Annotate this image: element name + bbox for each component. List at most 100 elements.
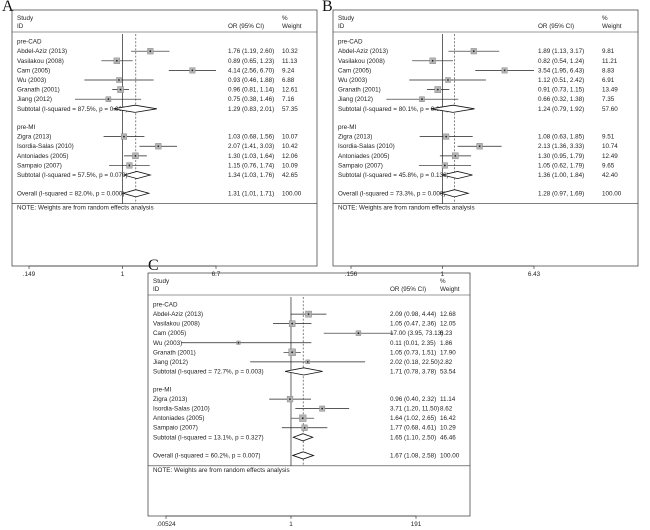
panel-b-tick-label-1: 1 bbox=[441, 271, 445, 278]
panel-a-overall-diamond bbox=[121, 189, 151, 198]
panel-a-study-0-3-ci-text: 0.93 (0.46, 1.88) bbox=[228, 77, 274, 84]
panel-a-study-0-2-point bbox=[191, 69, 194, 72]
panel-b-tick-label-0: .156 bbox=[345, 271, 358, 278]
panel-b-header-weight: Weight bbox=[602, 23, 622, 30]
panel-c-study-0-0-label: Abdel-Aziz (2013) bbox=[153, 311, 203, 318]
panel-a-study-1-0-point bbox=[123, 135, 125, 138]
panel-c-study-1-2-label: Antoniades (2005) bbox=[153, 415, 204, 422]
panel-c-study-0-5-ci-text: 2.02 (0.18, 22.50) bbox=[390, 359, 440, 366]
panel-b-subtotal-1-diamond bbox=[442, 171, 473, 180]
panel-c-subtotal-0-ci-text: 1.71 (0.78, 3.78) bbox=[390, 368, 436, 375]
panel-a-header-pct: % bbox=[282, 15, 288, 22]
panel-a-study-0-4-point bbox=[119, 88, 122, 91]
panel-c-study-0-1-ci-text: 1.05 (0.47, 2.36) bbox=[390, 321, 436, 328]
panel-a-study-1-2-point bbox=[134, 154, 137, 157]
panel-c-study-1-1-ci-text: 3.71 (1.20, 11.50) bbox=[390, 406, 439, 413]
panel-c-study-1-3-label: Sampaio (2007) bbox=[153, 425, 198, 432]
panel-b-study-0-0-point bbox=[472, 50, 475, 53]
panel-a-study-0-1-weight: 11.13 bbox=[282, 58, 298, 65]
panel-b-header-study: Study bbox=[338, 15, 355, 22]
panel-b-study-1-1-label: Isordia-Salas (2010) bbox=[338, 143, 395, 150]
panel-b-group-0-label: pre-CAD bbox=[338, 39, 363, 46]
panel-c-study-0-5-point bbox=[306, 360, 309, 363]
panel-c-tick-label-2: 191 bbox=[411, 521, 422, 528]
panel-c-study-1-3-weight: 10.29 bbox=[440, 425, 456, 432]
panel-a-subtotal-0-ci-text: 1.29 (0.83, 2.01) bbox=[228, 106, 274, 113]
panel-a-subtotal-1-label: Subtotal (I-squared = 57.5%, p = 0.070) bbox=[17, 172, 128, 179]
panel-b-study-0-3-weight: 6.91 bbox=[602, 77, 615, 84]
panel-a-note: NOTE: Weights are from random effects an… bbox=[17, 205, 154, 212]
panel-c-study-0-1-label: Vasilakou (2008) bbox=[153, 321, 200, 328]
panel-a-study-0-0-label: Abdel-Aziz (2013) bbox=[17, 48, 67, 55]
panel-a-study-1-1-label: Isordia-Salas (2010) bbox=[17, 143, 74, 150]
panel-c-study-1-1-weight: 8.62 bbox=[440, 406, 453, 413]
panel-b-study-1-3-ci-text: 1.05 (0.62, 1.79) bbox=[538, 162, 584, 169]
panel-c-subtotal-0-diamond bbox=[285, 367, 323, 376]
panel-a-study-0-3-label: Wu (2003) bbox=[17, 77, 46, 84]
panel-label-a: A bbox=[2, 0, 14, 15]
panel-a-header-study: Study bbox=[17, 15, 34, 22]
panel-c-group-0-label: pre-CAD bbox=[153, 302, 178, 309]
panel-c-subtotal-1-ci-text: 1.65 (1.10, 2.50) bbox=[390, 434, 436, 441]
panel-b-study-1-0-label: Zigra (2013) bbox=[338, 134, 372, 141]
panel-b-overall-diamond bbox=[439, 189, 470, 198]
panel-a-study-1-0-label: Zigra (2013) bbox=[17, 134, 51, 141]
panel-a-header-id: ID bbox=[17, 23, 24, 30]
panel-a-study-0-2-label: Cam (2005) bbox=[17, 67, 50, 74]
panel-c-note: NOTE: Weights are from random effects an… bbox=[153, 467, 290, 474]
panel-a-group-0-label: pre-CAD bbox=[17, 39, 42, 46]
panel-c-study-0-2-label: Cam (2005) bbox=[153, 330, 186, 337]
panel-a-study-1-3-point bbox=[128, 164, 131, 167]
panel-b-subtotal-0-label: Subtotal (I-squared = 80.1%, p = 0.000) bbox=[338, 106, 449, 113]
panel-a-study-0-5-point bbox=[107, 98, 110, 101]
panel-c-overall-label: Overall (I-squared = 60.2%, p = 0.007) bbox=[153, 452, 260, 459]
panel-a-overall-weight: 100.00 bbox=[282, 190, 302, 197]
panel-c-header-pct: % bbox=[440, 278, 446, 285]
panel-c-header-weight: Weight bbox=[440, 286, 460, 293]
panel-c-study-0-4-ci-text: 1.05 (0.73, 1.51) bbox=[390, 349, 436, 356]
panel-c-overall-diamond bbox=[291, 451, 315, 460]
panel-a-study-1-1-weight: 10.42 bbox=[282, 143, 298, 150]
panel-a-study-0-4-weight: 12.61 bbox=[282, 87, 298, 94]
panel-b-study-1-3-point bbox=[443, 164, 446, 167]
panel-c-subtotal-1-label: Subtotal (I-squared = 13.1%, p = 0.327) bbox=[153, 434, 264, 441]
panel-c-study-1-3-ci-text: 1.77 (0.68, 4.61) bbox=[390, 425, 436, 432]
panel-c-study-1-1-label: Isordia-Salas (2010) bbox=[153, 406, 210, 413]
panel-c-subtotal-0-weight: 53.54 bbox=[440, 368, 456, 375]
panel-a-study-1-1-point bbox=[157, 145, 160, 148]
panel-c-study-1-3-point bbox=[303, 426, 306, 429]
panel-b-study-0-2-label: Cam (2005) bbox=[338, 67, 371, 74]
panel-b-study-1-0-ci-text: 1.08 (0.63, 1.85) bbox=[538, 134, 584, 141]
panel-b-study-0-0-weight: 9.81 bbox=[602, 48, 615, 55]
panel-a-tick-label-2: 6.7 bbox=[212, 271, 221, 278]
panel-c-study-1-2-point bbox=[301, 417, 304, 420]
panel-b-study-0-5-ci-text: 0.66 (0.32, 1.38) bbox=[538, 96, 584, 103]
panel-c-header-id: ID bbox=[153, 286, 160, 293]
panel-b-study-0-2-point bbox=[503, 69, 506, 72]
panel-b-study-0-1-point bbox=[431, 59, 434, 62]
panel-label-b: B bbox=[322, 0, 333, 15]
panel-a-subtotal-1-diamond bbox=[122, 171, 152, 180]
panel-c-overall-weight: 100.00 bbox=[440, 452, 460, 459]
panel-a-study-0-4-ci-text: 0.96 (0.81, 1.14) bbox=[228, 87, 274, 94]
panel-b-study-0-3-label: Wu (2003) bbox=[338, 77, 367, 84]
panel-a-study-0-3-weight: 6.88 bbox=[282, 77, 295, 84]
panel-c-study-1-0-point bbox=[289, 398, 291, 400]
panel-c-tick-label-0: .00524 bbox=[156, 521, 176, 528]
panel-a-study-1-3-ci-text: 1.15 (0.76, 1.74) bbox=[228, 162, 274, 169]
panel-a-subtotal-1-weight: 42.65 bbox=[282, 172, 298, 179]
panel-b-study-0-1-label: Vasilakou (2008) bbox=[338, 58, 385, 65]
panel-a-header-weight: Weight bbox=[282, 23, 302, 30]
panel-c-study-1-0-ci-text: 0.96 (0.40, 2.32) bbox=[390, 396, 436, 403]
panel-b-subtotal-1-label: Subtotal (I-squared = 45.8%, p = 0.136) bbox=[338, 172, 449, 179]
panel-b-study-1-0-weight: 9.51 bbox=[602, 134, 615, 141]
panel-c-study-0-4-weight: 17.90 bbox=[440, 349, 456, 356]
panel-b-study-0-0-ci-text: 1.89 (1.13, 3.17) bbox=[538, 48, 584, 55]
panel-a-overall-ci-text: 1.31 (1.01, 1.71) bbox=[228, 190, 274, 197]
panel-a-group-1-label: pre-MI bbox=[17, 124, 35, 131]
panel-a-overall-label: Overall (I-squared = 82.0%, p = 0.000) bbox=[17, 190, 124, 197]
panel-b-subtotal-0-ci-text: 1.24 (0.79, 1.92) bbox=[538, 106, 584, 113]
panel-b-subtotal-0-weight: 57.60 bbox=[602, 106, 618, 113]
panel-c-study-0-1-weight: 12.05 bbox=[440, 321, 456, 328]
panel-a-tick-label-1: 1 bbox=[121, 271, 125, 278]
